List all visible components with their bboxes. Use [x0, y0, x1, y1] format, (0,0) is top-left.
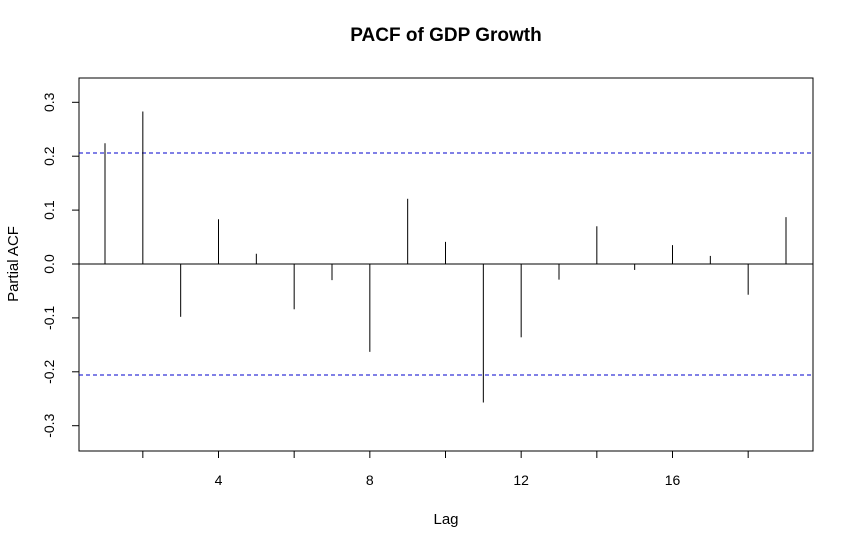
y-axis: -0.3 -0.2 -0.1 0.0 0.1 0.2 0.3 — [41, 92, 79, 438]
x-tick-label: 8 — [366, 472, 374, 488]
y-tick-label: -0.1 — [41, 306, 57, 330]
pacf-bars — [104, 111, 787, 403]
y-tick-label: 0.1 — [41, 200, 57, 220]
x-axis: 4 8 12 16 — [142, 451, 749, 488]
y-tick-label: 0.0 — [41, 254, 57, 274]
y-tick-label: -0.3 — [41, 413, 57, 437]
y-tick-label: -0.2 — [41, 360, 57, 384]
y-tick-label: 0.3 — [41, 92, 57, 112]
x-tick-label: 16 — [665, 472, 681, 488]
chart-title: PACF of GDP Growth — [350, 25, 541, 46]
x-axis-label: Lag — [433, 511, 458, 528]
y-tick-label: 0.2 — [41, 146, 57, 166]
y-axis-label: Partial ACF — [5, 226, 22, 302]
x-tick-label: 4 — [215, 472, 223, 488]
x-tick-label: 12 — [513, 472, 529, 488]
